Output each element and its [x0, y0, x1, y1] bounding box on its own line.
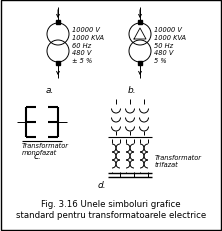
- Text: 10000 V
1000 KVA
60 Hz
480 V
± 5 %: 10000 V 1000 KVA 60 Hz 480 V ± 5 %: [72, 27, 104, 64]
- Bar: [138, 62, 142, 65]
- Text: 10000 V
1000 KVA
50 Hz
480 V
5 %: 10000 V 1000 KVA 50 Hz 480 V 5 %: [154, 27, 186, 64]
- Text: a.: a.: [46, 86, 54, 94]
- Text: Transformator
trifazat: Transformator trifazat: [155, 154, 202, 168]
- Text: c.: c.: [34, 151, 42, 160]
- Bar: [56, 62, 60, 65]
- Text: b.: b.: [128, 86, 136, 94]
- Bar: [138, 21, 142, 25]
- Text: d.: d.: [98, 180, 106, 189]
- Bar: [56, 21, 60, 25]
- Text: Transformator
monofazat: Transformator monofazat: [22, 142, 69, 156]
- Text: standard pentru transformatoarele electrice: standard pentru transformatoarele electr…: [16, 210, 206, 219]
- Text: Fig. 3.16 Unele simboluri grafice: Fig. 3.16 Unele simboluri grafice: [41, 199, 181, 208]
